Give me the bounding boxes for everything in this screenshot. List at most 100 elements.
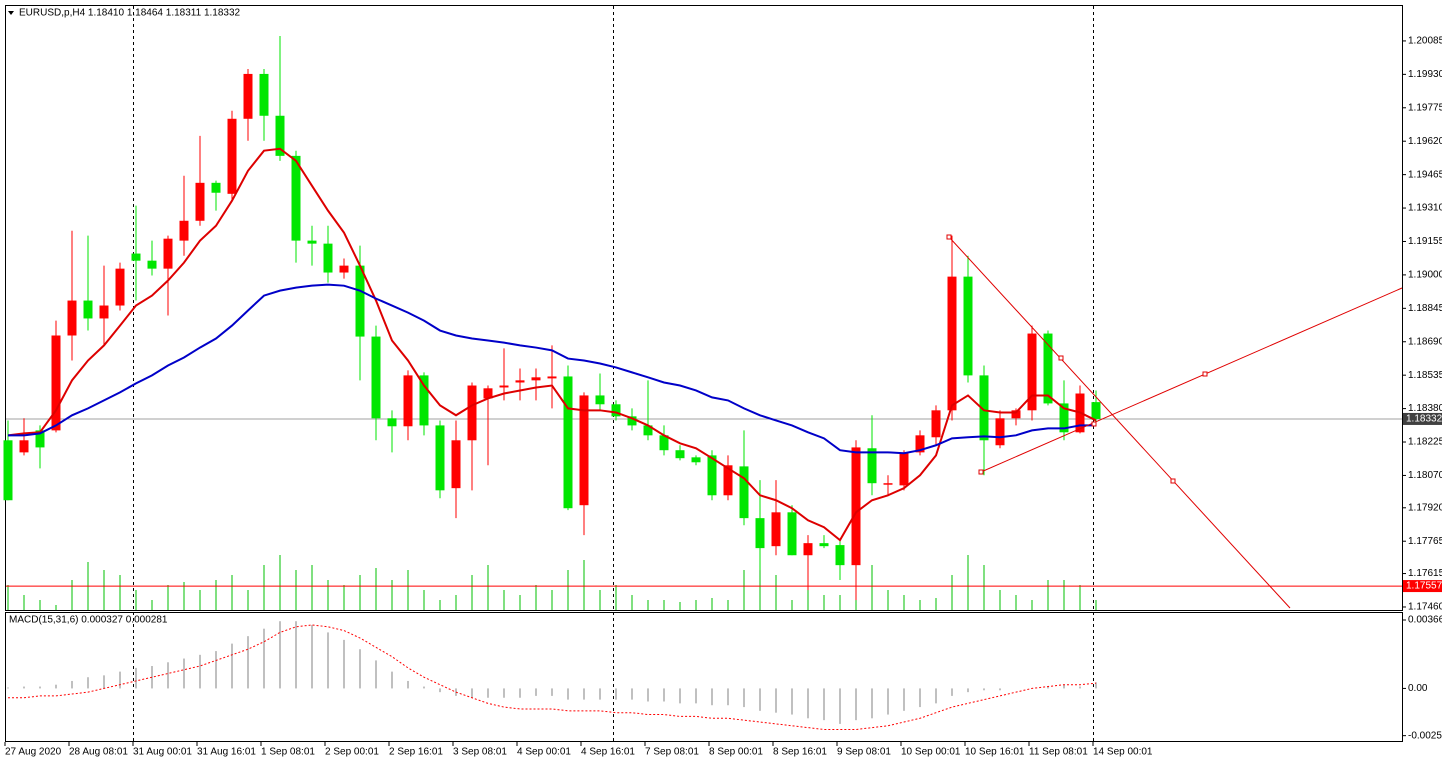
candle-body bbox=[1011, 410, 1021, 419]
trend-line bbox=[980, 287, 1403, 473]
candle-body bbox=[803, 543, 813, 556]
y-tick-label: 1.17765 bbox=[1408, 536, 1442, 547]
candle-body bbox=[131, 253, 141, 261]
candle-body bbox=[1059, 403, 1069, 433]
trend-anchor bbox=[1091, 421, 1097, 427]
y-tick-label: 0.00 bbox=[1408, 683, 1428, 694]
candle-body bbox=[563, 376, 573, 509]
candle-body bbox=[947, 276, 957, 411]
candle-body bbox=[339, 265, 349, 273]
candle-body bbox=[371, 336, 381, 419]
x-tick-label: 14 Sep 00:01 bbox=[1093, 747, 1153, 758]
candle-body bbox=[659, 435, 669, 451]
y-tick-label: -0.00253 bbox=[1408, 730, 1442, 741]
y-tick-label: 1.18380 bbox=[1408, 403, 1442, 414]
y-tick-label: 1.19775 bbox=[1408, 102, 1442, 113]
candle-body bbox=[211, 182, 221, 193]
candle-body bbox=[931, 410, 941, 438]
candle-body bbox=[995, 418, 1005, 446]
candle-body bbox=[19, 440, 29, 453]
macd-panel-frame bbox=[5, 612, 1403, 742]
price-label: 1.17557 bbox=[1406, 581, 1442, 592]
menu-triangle[interactable] bbox=[8, 11, 14, 15]
x-tick-label: 27 Aug 2020 bbox=[5, 747, 62, 758]
candle-body bbox=[899, 453, 909, 486]
trend-anchor bbox=[1058, 355, 1064, 361]
y-tick-label: 1.19000 bbox=[1408, 270, 1442, 281]
y-tick-label: 1.19620 bbox=[1408, 136, 1442, 147]
x-tick-label: 31 Aug 16:01 bbox=[197, 747, 256, 758]
x-tick-label: 7 Sep 08:01 bbox=[645, 747, 699, 758]
candle-body bbox=[179, 220, 189, 241]
candle-body bbox=[419, 375, 429, 426]
candle-body bbox=[771, 512, 781, 547]
x-tick-label: 2 Sep 16:01 bbox=[389, 747, 443, 758]
x-tick-label: 4 Sep 16:01 bbox=[581, 747, 635, 758]
trend-anchor bbox=[1170, 478, 1176, 484]
moving-average bbox=[8, 283, 1096, 455]
trend-anchor bbox=[978, 469, 984, 475]
candle-body bbox=[467, 385, 477, 441]
candle-body bbox=[643, 425, 653, 436]
y-tick-label: 1.18845 bbox=[1408, 303, 1442, 314]
candle-body bbox=[787, 512, 797, 556]
candle-body bbox=[1027, 333, 1037, 411]
y-tick-label: 1.20085 bbox=[1408, 36, 1442, 47]
price-label: 1.18332 bbox=[1406, 414, 1442, 425]
candle-body bbox=[67, 300, 77, 336]
candle-body bbox=[691, 457, 701, 463]
price-label-box bbox=[1403, 580, 1442, 593]
candle-body bbox=[723, 465, 733, 496]
y-tick-label: 1.17615 bbox=[1408, 568, 1442, 579]
candle-body bbox=[99, 305, 109, 319]
candle-body bbox=[403, 375, 413, 427]
candle-body bbox=[755, 518, 765, 549]
y-tick-label: 1.19310 bbox=[1408, 203, 1442, 214]
candle-body bbox=[35, 430, 45, 448]
x-tick-label: 2 Sep 00:01 bbox=[325, 747, 379, 758]
candle-body bbox=[291, 155, 301, 241]
candle-body bbox=[51, 335, 61, 431]
candle-body bbox=[163, 238, 173, 269]
candle-body bbox=[259, 73, 269, 116]
candle-body bbox=[115, 268, 125, 306]
x-tick-label: 11 Sep 08:01 bbox=[1029, 747, 1088, 758]
candle-body bbox=[387, 418, 397, 427]
candle-body bbox=[355, 265, 365, 337]
candle-body bbox=[595, 395, 605, 405]
y-tick-label: 1.18535 bbox=[1408, 370, 1442, 381]
candle-body bbox=[83, 300, 93, 319]
trend-anchor bbox=[1202, 371, 1208, 377]
candle-body bbox=[515, 380, 525, 383]
candle-body bbox=[547, 376, 557, 379]
candle-body bbox=[451, 440, 461, 489]
candle-body bbox=[739, 466, 749, 519]
candle-body bbox=[227, 118, 237, 194]
x-tick-label: 3 Sep 08:01 bbox=[453, 747, 507, 758]
candle-body bbox=[195, 182, 205, 221]
price-label-box bbox=[1403, 412, 1442, 425]
moving-average bbox=[7, 147, 1097, 542]
chart-title: EURUSD,p,H4 1.18410 1.18464 1.18311 1.18… bbox=[19, 8, 241, 19]
candle-body bbox=[627, 416, 637, 426]
x-tick-label: 10 Sep 00:01 bbox=[901, 747, 961, 758]
candle-body bbox=[675, 450, 685, 459]
y-tick-label: 1.17460 bbox=[1408, 602, 1442, 613]
candle-body bbox=[531, 377, 541, 381]
candle-body bbox=[275, 115, 285, 156]
candle-body bbox=[1091, 402, 1101, 419]
y-tick-label: 1.19930 bbox=[1408, 69, 1442, 80]
candle-body bbox=[499, 385, 509, 388]
candle-body bbox=[819, 543, 829, 547]
y-tick-label: 1.18225 bbox=[1408, 437, 1442, 448]
macd-title: MACD(15,31,6) 0.000327 0.000281 bbox=[9, 615, 168, 626]
y-tick-label: 1.19465 bbox=[1408, 169, 1442, 180]
candle-body bbox=[915, 435, 925, 453]
y-tick-label: 1.19155 bbox=[1408, 236, 1442, 247]
x-tick-label: 8 Sep 00:01 bbox=[709, 747, 763, 758]
x-tick-label: 4 Sep 00:01 bbox=[517, 747, 571, 758]
candle-body bbox=[611, 404, 621, 417]
candle-body bbox=[307, 240, 317, 244]
